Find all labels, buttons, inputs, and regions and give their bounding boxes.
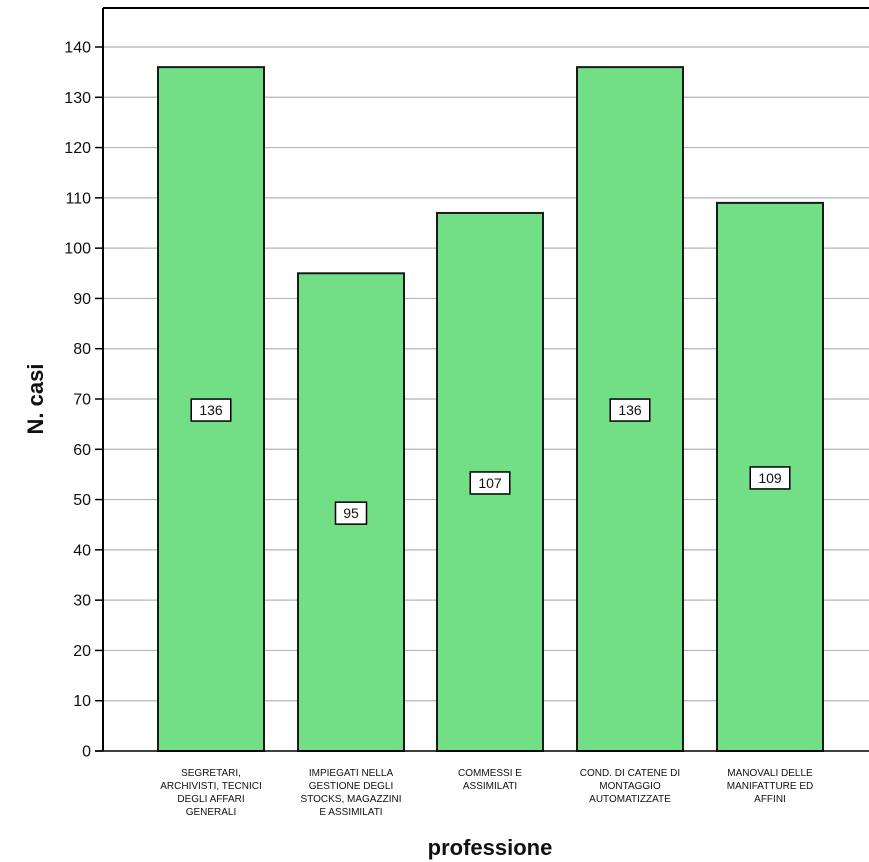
x-tick-label: COND. DI CATENE DI MONTAGGIO AUTOMATIZZATE xyxy=(580,768,680,805)
data-label-box xyxy=(334,501,368,525)
data-label: 136 xyxy=(199,402,223,418)
data-label-box xyxy=(609,398,651,422)
y-tick-label: 80 xyxy=(73,341,91,358)
y-tick-label: 90 xyxy=(73,291,91,308)
x-tick-label: IMPIEGATI NELLA GESTIONE DEGLI STOCKS, MAG… xyxy=(301,768,402,818)
x-tick-label-line: DEGLI AFFARI xyxy=(177,794,244,805)
y-tick-label: 70 xyxy=(73,392,91,409)
y-tick-label: 130 xyxy=(64,90,91,107)
x-tick-label-line: MONTAGGIO xyxy=(599,781,661,792)
y-tick-label: 120 xyxy=(64,140,91,157)
y-tick-label: 30 xyxy=(73,593,91,610)
x-tick-label-line: IMPIEGATI NELLA xyxy=(309,768,394,779)
data-label: 136 xyxy=(618,402,642,418)
x-tick-label-line: AFFINI xyxy=(754,794,786,805)
x-tick-label: SEGRETARI, ARCHIVISTI, TECNICI DEGLI AFFAR… xyxy=(160,768,262,818)
x-tick-label-line: COND. DI CATENE DI xyxy=(580,768,680,779)
y-tick-label: 40 xyxy=(73,542,91,559)
y-tick-label: 140 xyxy=(64,40,91,57)
x-tick-label-line: MANIFATTURE ED xyxy=(727,781,813,792)
x-tick-label-line: SEGRETARI, xyxy=(181,768,241,779)
y-axis-ticks: 0 10 20 30 40 50 60 70 80 90 100 110 120 130 140 xyxy=(64,40,103,761)
x-axis-title: professione xyxy=(428,835,553,860)
x-tick-label-line: STOCKS, MAGAZZINI xyxy=(301,794,402,805)
data-label: 109 xyxy=(758,470,782,486)
data-label: 107 xyxy=(478,475,502,491)
y-tick-label: 20 xyxy=(73,643,91,660)
bars xyxy=(157,66,824,753)
data-label-box xyxy=(749,466,791,490)
x-tick-label-line: E ASSIMILATI xyxy=(319,807,382,818)
y-tick-label: 50 xyxy=(73,492,91,509)
y-tick-label: 110 xyxy=(65,190,91,207)
data-label: 95 xyxy=(343,505,359,521)
x-tick-label-line: MANOVALI DELLE xyxy=(727,768,813,779)
x-axis-category-labels: SEGRETARI, ARCHIVISTI, TECNICI DEGLI AFFAR… xyxy=(160,768,813,818)
y-tick-label: 60 xyxy=(73,442,91,459)
x-tick-label-line: ASSIMILATI xyxy=(463,781,517,792)
x-tick-label-line: AUTOMATIZZATE xyxy=(589,794,671,805)
data-labels: 136 95 107 136 109 xyxy=(190,398,791,525)
x-tick-label-line: COMMESSI E xyxy=(458,768,522,779)
x-tick-label-line: GENERALI xyxy=(186,807,237,818)
x-tick-label: COMMESSI E ASSIMILATI xyxy=(458,768,522,792)
x-tick-label-line: ARCHIVISTI, TECNICI xyxy=(160,781,262,792)
y-tick-label: 100 xyxy=(64,241,91,258)
x-tick-label-line: GESTIONE DEGLI xyxy=(309,781,393,792)
x-tick-label: MANOVALI DELLE MANIFATTURE ED AFFINI xyxy=(727,768,813,805)
data-label-box xyxy=(190,398,232,422)
data-label-box xyxy=(469,471,511,495)
axes xyxy=(95,7,869,752)
y-axis-title: N. casi xyxy=(23,364,48,435)
y-tick-label: 10 xyxy=(73,693,91,710)
y-tick-label: 0 xyxy=(82,744,91,761)
